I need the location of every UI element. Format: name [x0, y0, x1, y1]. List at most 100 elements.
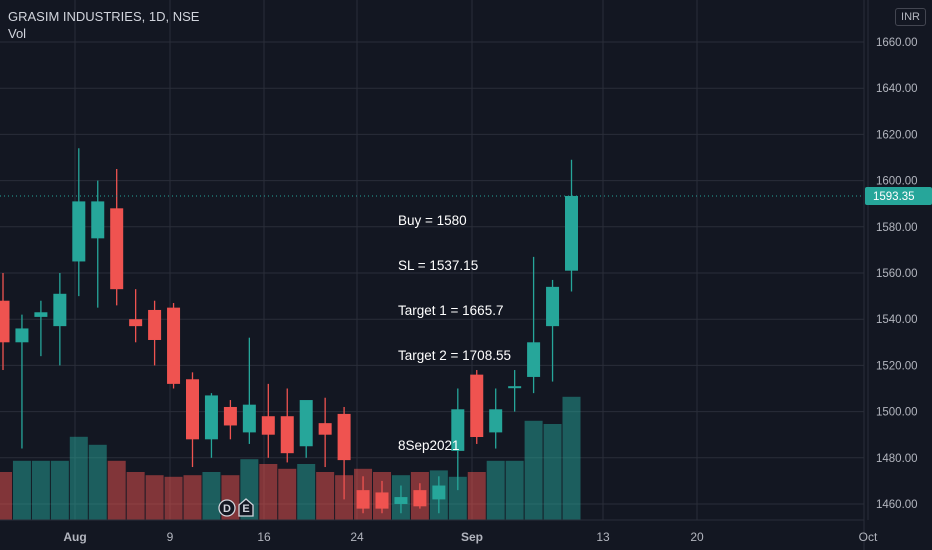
candle — [0, 273, 10, 371]
candle — [451, 388, 465, 491]
candle-body — [432, 485, 446, 500]
candle — [470, 370, 484, 444]
time-tick-label: 16 — [257, 530, 271, 544]
price-axis[interactable]: 1460.00 1480.00 1500.00 1520.00 1540.00 1560.… — [863, 0, 918, 550]
volume-bar — [259, 464, 278, 520]
volume-bar — [107, 460, 126, 520]
candle-body — [546, 286, 560, 327]
candle — [394, 485, 408, 514]
candle-body — [508, 386, 522, 389]
price-tick-label: 1600.00 — [876, 176, 918, 188]
symbol-title[interactable]: GRASIM INDUSTRIES, 1D, NSE — [8, 9, 200, 24]
marker-label: D — [223, 503, 231, 515]
dividend-marker-icon[interactable]: D — [218, 499, 236, 517]
volume-bar — [126, 472, 145, 520]
candle — [299, 400, 313, 458]
volume-bar — [562, 396, 581, 520]
candle — [223, 400, 237, 440]
candle-body — [261, 416, 275, 435]
volume-bar — [524, 420, 543, 520]
volume-bar — [297, 464, 316, 520]
candle — [375, 480, 389, 514]
last-price-tag-bg — [865, 186, 932, 205]
candle-body — [527, 342, 541, 377]
annotation-buy: Buy = 1580 — [398, 213, 467, 228]
candle-body — [53, 293, 67, 327]
last-price-tag-label: 1593.35 — [873, 191, 915, 203]
volume-bar — [448, 476, 467, 520]
price-tick-label: 1620.00 — [876, 129, 918, 141]
candle — [167, 303, 181, 389]
candle-body — [413, 490, 427, 507]
candle-body — [318, 423, 332, 435]
volume-label[interactable]: Vol — [8, 26, 27, 41]
candle — [546, 279, 560, 382]
candle-body — [565, 195, 578, 271]
volume-bar — [543, 424, 562, 520]
candle — [508, 370, 522, 412]
candle-body — [72, 201, 86, 262]
candle — [186, 372, 199, 468]
time-tick-label: Oct — [859, 530, 878, 544]
candle — [337, 406, 351, 500]
volume-bar — [278, 468, 297, 520]
candle — [261, 383, 275, 458]
candle — [15, 314, 29, 449]
price-tick-label: 1460.00 — [876, 499, 918, 511]
candle — [204, 393, 218, 458]
candle-body — [470, 374, 484, 438]
candle-body — [223, 406, 237, 426]
time-tick-label: Sep — [461, 530, 483, 544]
volume-bar — [12, 460, 31, 520]
candle — [527, 256, 541, 394]
candle-body — [451, 409, 465, 451]
candle-body — [15, 328, 29, 343]
time-tick-label: 24 — [350, 530, 364, 544]
candle-body — [186, 379, 199, 440]
candle-body — [489, 409, 503, 433]
volume-bar — [505, 460, 524, 520]
volume-bars — [0, 396, 581, 520]
candle — [242, 337, 256, 444]
candle-body — [129, 319, 143, 327]
trade-annotation[interactable]: Buy = 1580 SL = 1537.15 Target 1 = 1665.… — [398, 183, 511, 468]
volume-bar — [467, 472, 486, 520]
volume-bar — [145, 475, 164, 520]
time-tick-label: 9 — [167, 530, 174, 544]
earnings-marker-icon[interactable]: E — [238, 498, 254, 517]
candle — [91, 180, 105, 308]
candle-body — [91, 201, 105, 239]
marker-shape — [238, 498, 254, 517]
price-tick-label: 1660.00 — [876, 37, 918, 49]
time-axis[interactable]: Aug 9 16 24 Sep 13 20 Oct — [0, 519, 878, 544]
chart-legend: GRASIM INDUSTRIES, 1D, NSE Vol — [8, 8, 199, 42]
candle — [34, 300, 48, 357]
marker-label: E — [242, 503, 249, 515]
candle-body — [394, 497, 408, 504]
volume-bar — [202, 472, 221, 520]
candle-body — [280, 416, 294, 454]
candle — [110, 169, 124, 306]
price-tick-label: 1520.00 — [876, 360, 918, 372]
annotation-sl: SL = 1537.15 — [398, 258, 479, 273]
volume-bar — [486, 460, 505, 520]
currency-badge[interactable]: INR — [895, 8, 926, 26]
volume-bar — [316, 472, 335, 520]
annotation-target-2: Target 2 = 1708.55 — [398, 348, 511, 363]
candle-body — [242, 404, 256, 433]
candle-body — [375, 492, 389, 509]
candle-body — [148, 309, 162, 340]
annotation-spacer — [398, 393, 511, 408]
volume-bar — [164, 476, 183, 520]
candle — [413, 483, 427, 509]
volume-bar — [31, 460, 50, 520]
candle — [432, 476, 446, 514]
annotation-target-1: Target 1 = 1665.7 — [398, 303, 504, 318]
candle-body — [299, 400, 313, 447]
candle-body — [167, 307, 181, 384]
candle-body — [0, 300, 10, 343]
candles — [0, 148, 578, 514]
time-tick-label: Aug — [63, 530, 86, 544]
